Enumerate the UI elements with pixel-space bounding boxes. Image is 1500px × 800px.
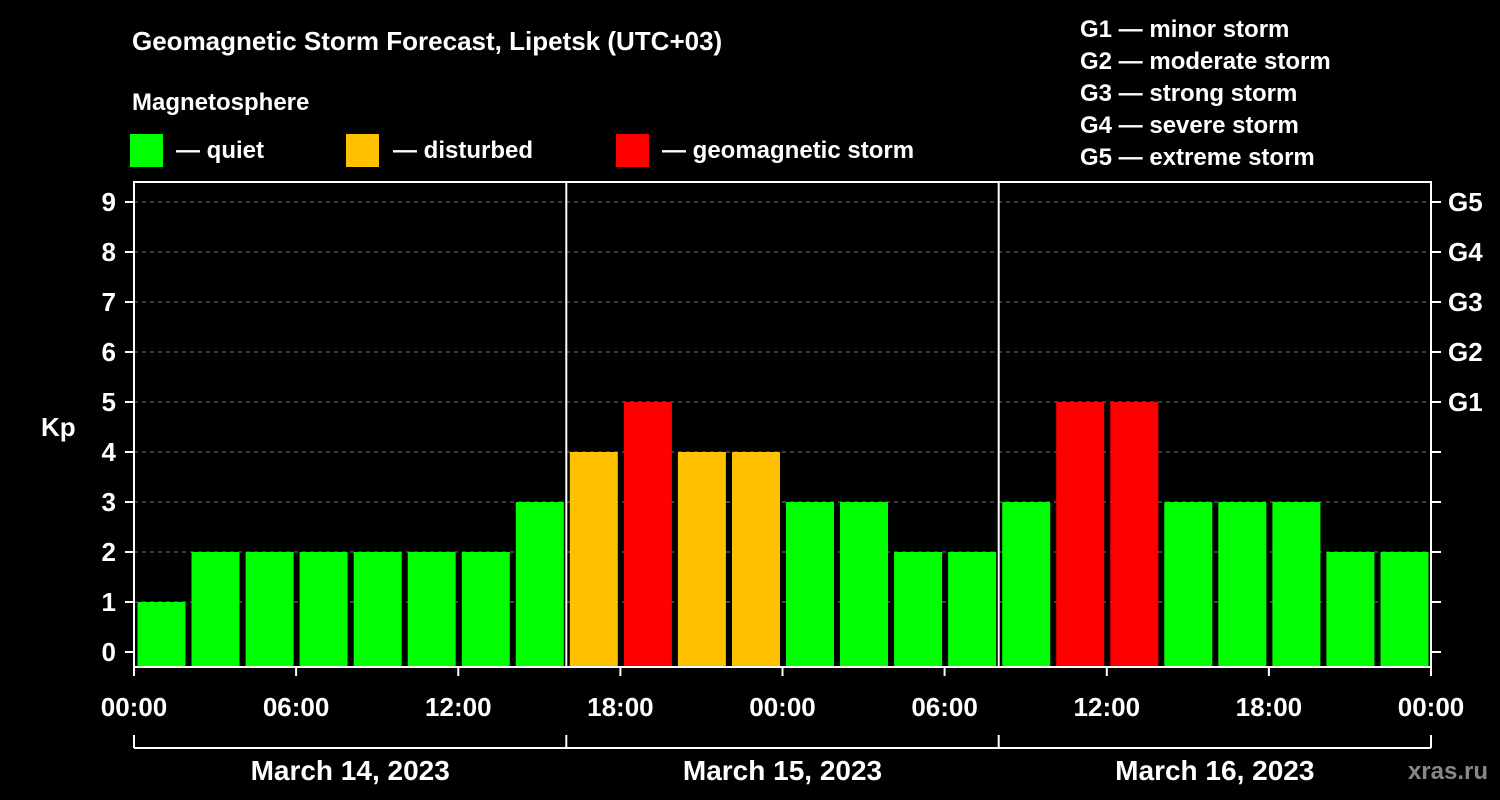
legend-label-quiet: — quiet: [176, 137, 264, 164]
storm-scale-g3: G3 — strong storm: [1080, 80, 1297, 107]
day-label: March 15, 2023: [683, 755, 882, 786]
y-tick-label: 1: [102, 587, 116, 617]
right-tick-label: G5: [1448, 187, 1483, 217]
kp-bar: [516, 502, 564, 667]
x-tick-label: 12:00: [1074, 692, 1141, 722]
kp-bar: [894, 552, 942, 667]
legend-item-disturbed: — disturbed: [346, 134, 533, 167]
bars: [138, 402, 1429, 667]
right-tick-label: G1: [1448, 387, 1483, 417]
legend-item-quiet: — quiet: [130, 134, 264, 167]
legend-label-disturbed: — disturbed: [393, 137, 533, 164]
day-label: March 14, 2023: [251, 755, 450, 786]
x-tick-label: 00:00: [101, 692, 168, 722]
y-tick-label: 9: [102, 187, 116, 217]
y-axis-ticks: 0 1 2 3 4 5 6 7 8 9: [102, 187, 134, 667]
kp-bar: [408, 552, 456, 667]
magnetosphere-label: Magnetosphere: [132, 89, 309, 116]
kp-bar: [1326, 552, 1374, 667]
kp-bar: [678, 452, 726, 667]
kp-bar: [354, 552, 402, 667]
storm-scale: G1 — minor storm G2 — moderate storm G3 …: [1080, 16, 1331, 171]
x-tick-label: 12:00: [425, 692, 492, 722]
y-tick-label: 8: [102, 237, 116, 267]
kp-bar: [570, 452, 618, 667]
y-tick-label: 2: [102, 537, 116, 567]
kp-bar: [1272, 502, 1320, 667]
kp-bar: [138, 602, 186, 667]
kp-bar: [1381, 552, 1429, 667]
legend-swatch-quiet: [130, 134, 163, 167]
y-tick-label: 3: [102, 487, 116, 517]
legend-item-storm: — geomagnetic storm: [616, 134, 914, 167]
x-tick-label: 06:00: [911, 692, 978, 722]
day-label: March 16, 2023: [1115, 755, 1314, 786]
y-tick-label: 6: [102, 337, 116, 367]
x-tick-label: 18:00: [1236, 692, 1303, 722]
y-axis-label: Kp: [41, 412, 76, 442]
kp-bar: [1002, 502, 1050, 667]
kp-bar: [246, 552, 294, 667]
watermark: xras.ru: [1408, 758, 1488, 785]
kp-bar: [1056, 402, 1104, 667]
kp-bar: [1110, 402, 1158, 667]
x-tick-label: 18:00: [587, 692, 654, 722]
legend-label-storm: — geomagnetic storm: [662, 137, 914, 164]
kp-bar: [1218, 502, 1266, 667]
kp-bar: [462, 552, 510, 667]
y-tick-label: 0: [102, 637, 116, 667]
x-axis-ticks: 00:00 06:00 12:00 18:00 00:00 06:00 12:00 18:00…: [101, 667, 1500, 722]
kp-bar: [624, 402, 672, 667]
kp-bar: [300, 552, 348, 667]
legend: — quiet — disturbed — geomagnetic storm: [130, 134, 914, 167]
y-tick-label: 5: [102, 387, 116, 417]
kp-bar: [840, 502, 888, 667]
y-tick-label: 4: [102, 437, 117, 467]
kp-bar: [1164, 502, 1212, 667]
right-tick-label: G3: [1448, 287, 1483, 317]
kp-bar: [192, 552, 240, 667]
storm-scale-g4: G4 — severe storm: [1080, 112, 1299, 139]
kp-bar: [732, 452, 780, 667]
legend-swatch-storm: [616, 134, 649, 167]
legend-swatch-disturbed: [346, 134, 379, 167]
storm-scale-g2: G2 — moderate storm: [1080, 48, 1331, 75]
x-tick-label: 00:00: [749, 692, 816, 722]
chart-title: Geomagnetic Storm Forecast, Lipetsk (UTC…: [132, 26, 722, 56]
kp-bar: [786, 502, 834, 667]
day-labels: March 14, 2023 March 15, 2023 March 16, 20…: [134, 735, 1431, 786]
right-tick-label: G2: [1448, 337, 1483, 367]
x-tick-label: 06:00: [263, 692, 330, 722]
x-tick-label: 00:00: [1398, 692, 1465, 722]
storm-scale-g5: G5 — extreme storm: [1080, 144, 1315, 171]
right-axis-ticks: G1 G2 G3 G4 G5: [1431, 187, 1483, 652]
kp-bar: [948, 552, 996, 667]
storm-scale-g1: G1 — minor storm: [1080, 16, 1289, 43]
right-tick-label: G4: [1448, 237, 1483, 267]
y-tick-label: 7: [102, 287, 116, 317]
